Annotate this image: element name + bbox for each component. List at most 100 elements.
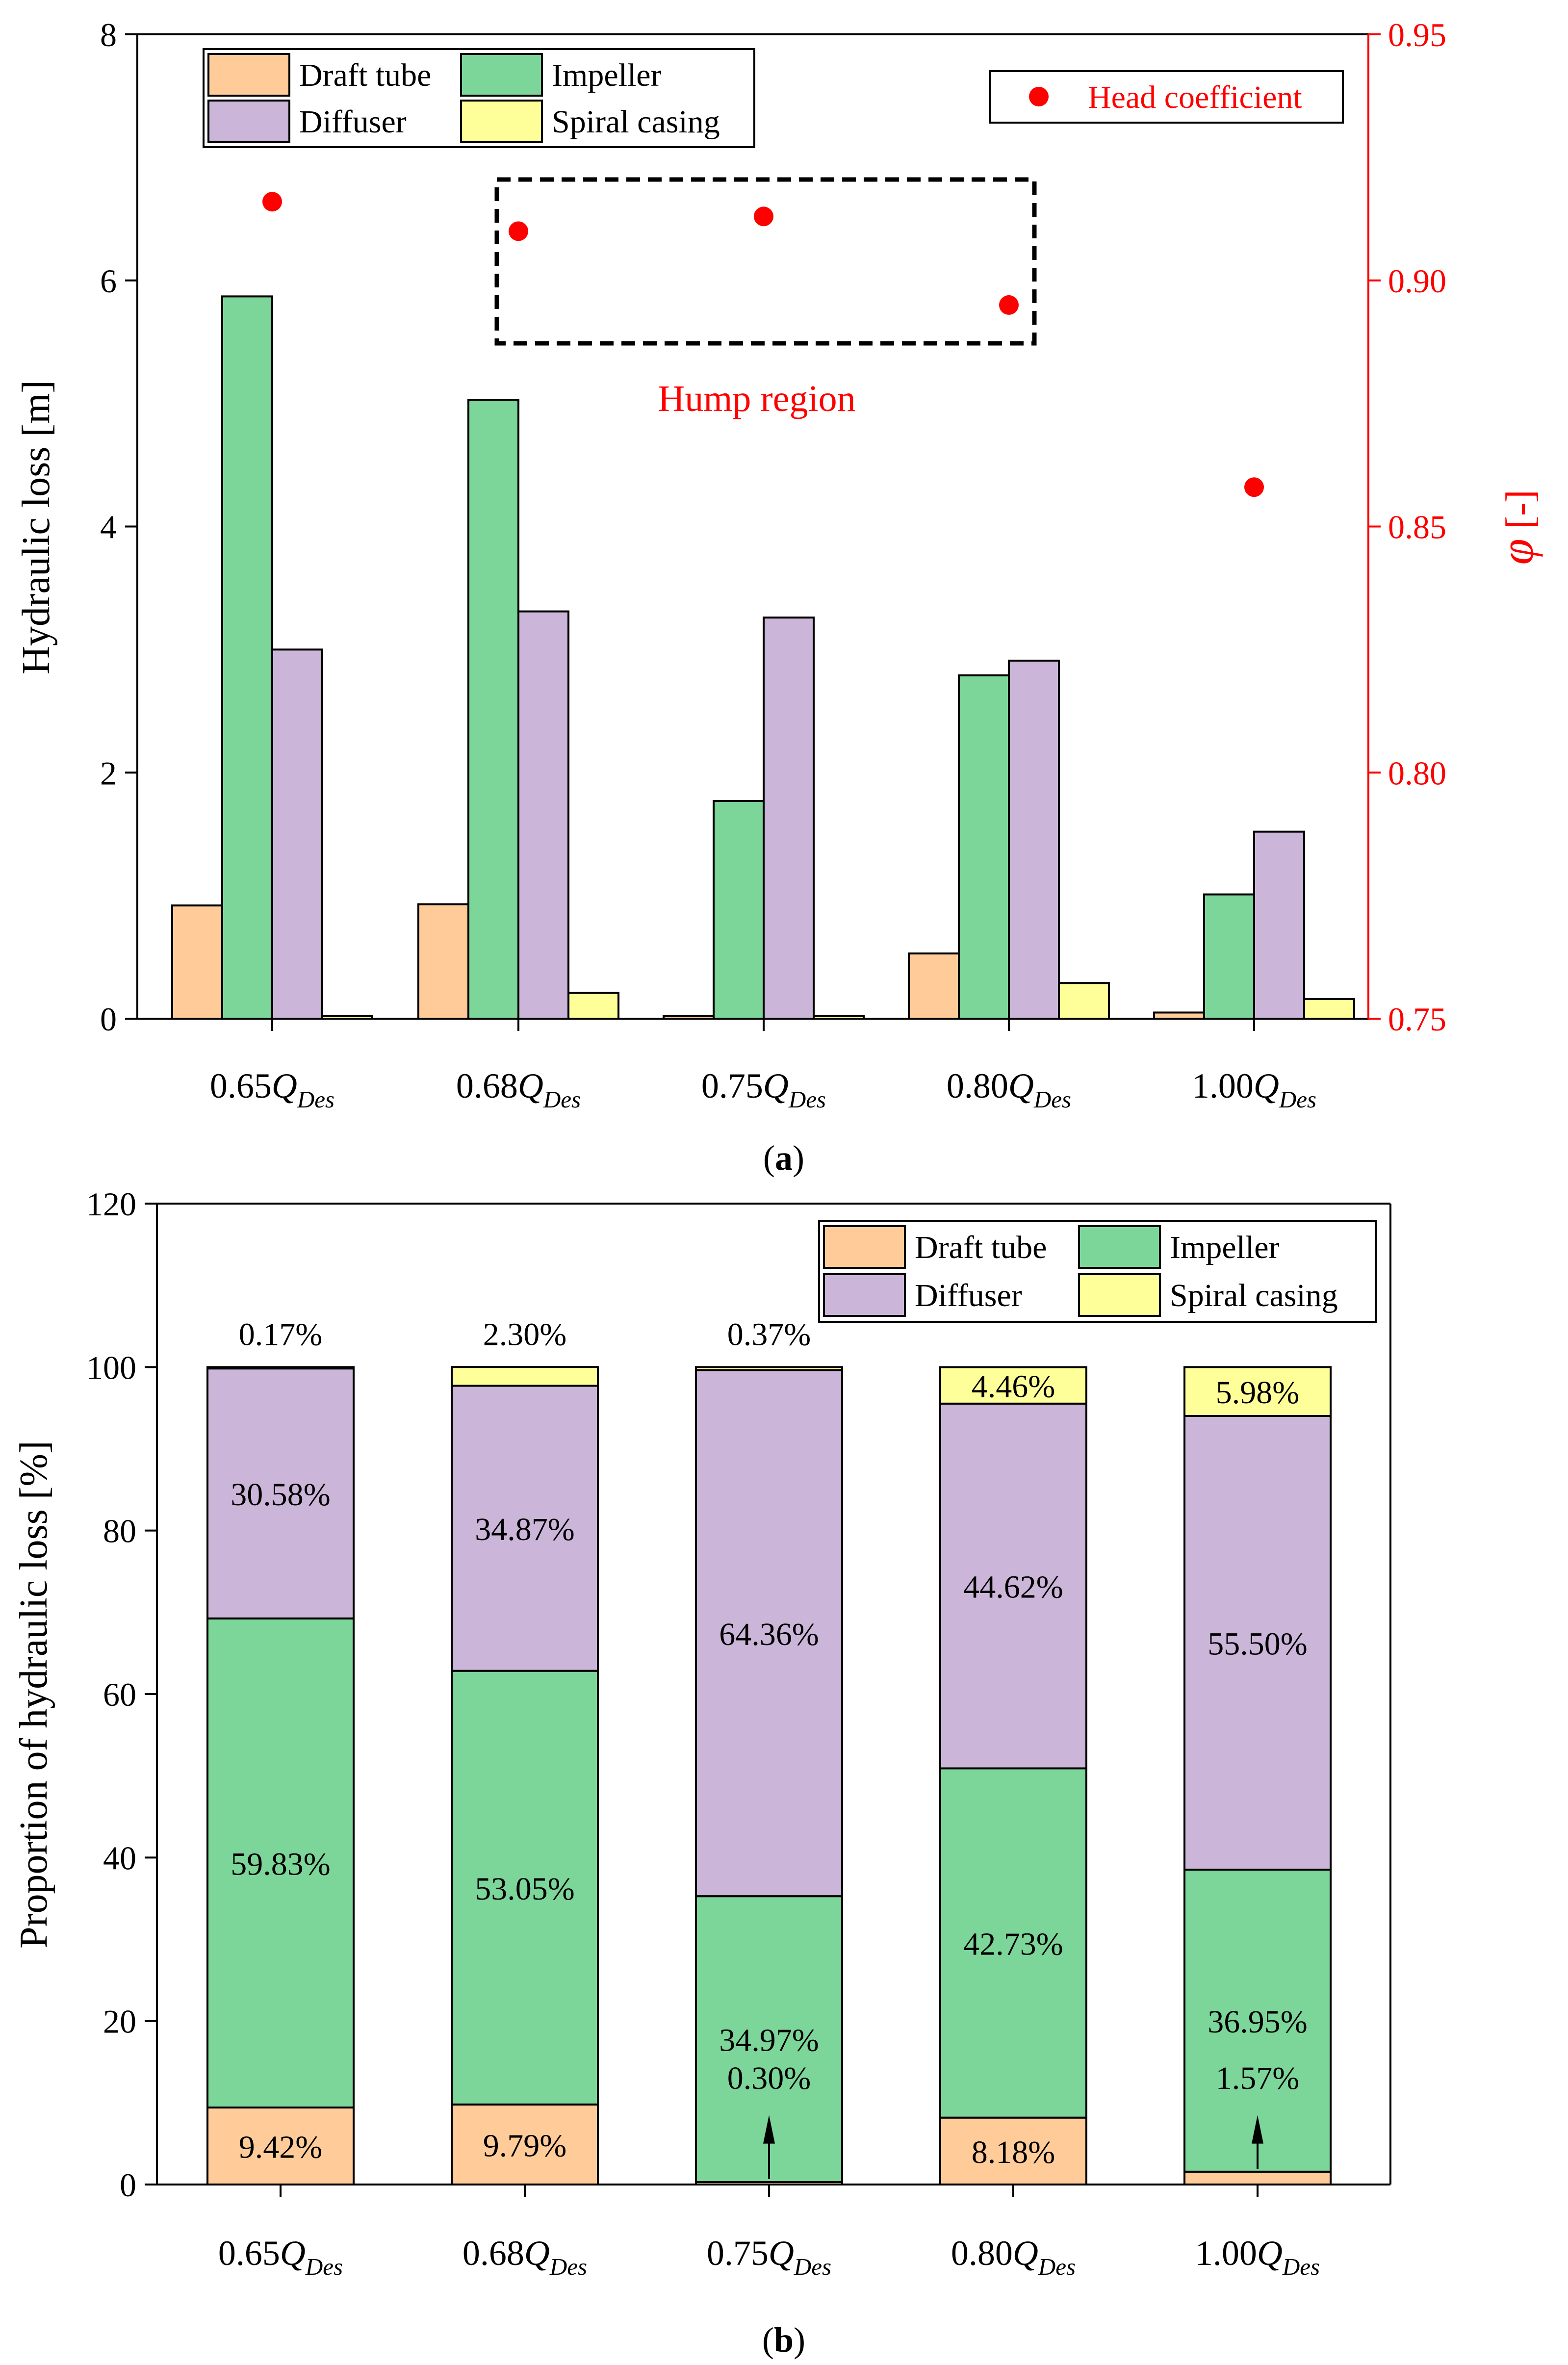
ytick-label-a-4: 8 [100, 16, 117, 53]
legend-b-swatch-spiral-casing [1078, 1273, 1161, 1317]
y2tick-label-a-4: 0.95 [1388, 16, 1446, 53]
bar-a-draft-tube-0 [171, 904, 223, 1020]
y2tick-label-a-2: 0.85 [1388, 509, 1446, 546]
ytick-label-b-1: 20 [103, 2003, 136, 2040]
bar-a-impeller-3 [958, 674, 1010, 1020]
ytick-label-a-3: 6 [100, 262, 117, 300]
bar-a-diffuser-4 [1253, 830, 1305, 1020]
xtick-label-b-0: 0.65QDes [218, 2234, 343, 2280]
legend-b-swatch-impeller [1078, 1225, 1161, 1269]
bar-a-draft-tube-1 [417, 903, 469, 1020]
bar-b-diffuser-0 [206, 1367, 355, 1620]
pointer-head-b-2 [763, 2115, 775, 2144]
legend-b-label-spiral-casing: Spiral casing [1170, 1278, 1338, 1313]
hump-region-label: Hump region [658, 378, 855, 419]
data-label-b-draft-tube-1: 9.79% [483, 2128, 566, 2163]
data-label-b-impeller-2: 34.97% [719, 2023, 819, 2058]
legend-a-label-spiral-casing: Spiral casing [552, 104, 720, 140]
pointer-head-b-4 [1252, 2115, 1263, 2144]
bar-b-diffuser-1 [451, 1385, 599, 1672]
ytick-label-b-3: 60 [103, 1676, 136, 1713]
bar-b-spiral-casing-2 [695, 1366, 843, 1371]
ytick-label-b-0: 0 [120, 2166, 136, 2204]
data-label-b-draft-tube-2: 0.30% [727, 2060, 811, 2096]
panel-label-a: (a) [763, 1138, 804, 1178]
legend-b-label-impeller: Impeller [1170, 1230, 1280, 1265]
legend-a-swatch-spiral-casing [460, 100, 543, 143]
panel-label-b: (b) [762, 2320, 805, 2360]
data-label-b-diffuser-1: 34.87% [475, 1512, 574, 1547]
ylabel-a: Hydraulic loss [m] [15, 380, 58, 674]
bar-b-draft-tube-0 [206, 2107, 355, 2185]
data-label-b-impeller-3: 42.73% [963, 1927, 1063, 1962]
ytick-label-a-1: 2 [100, 754, 117, 792]
legend-a-head [989, 70, 1344, 124]
legend-a-swatch-impeller [460, 53, 543, 97]
ytick-label-a-2: 4 [100, 509, 117, 546]
data-label-b-draft-tube-0: 9.42% [239, 2130, 322, 2165]
y2tick-label-a-0: 0.75 [1388, 1001, 1446, 1038]
data-label-b-impeller-0: 59.83% [231, 1846, 330, 1882]
bar-b-spiral-casing-1 [451, 1366, 599, 1387]
head-coefficient-point-2 [754, 206, 773, 227]
ytick-label-b-5: 100 [86, 1349, 136, 1386]
legend-b-label-draft-tube: Draft tube [915, 1230, 1047, 1265]
data-label-b-impeller-1: 53.05% [475, 1871, 574, 1907]
bar-b-diffuser-3 [939, 1402, 1087, 1770]
data-label-b-draft-tube-4: 1.57% [1216, 2060, 1299, 2096]
bar-b-spiral-casing-4 [1183, 1366, 1332, 1417]
legend-a-swatch-diffuser [207, 100, 290, 143]
ytick-label-b-6: 120 [86, 1185, 136, 1223]
xtick-label-b-3: 0.80QDes [951, 2234, 1076, 2280]
legend-a-label-diffuser: Diffuser [299, 104, 407, 140]
bar-b-spiral-casing-3 [939, 1366, 1087, 1405]
data-label-b-draft-tube-3: 8.18% [972, 2134, 1055, 2170]
bar-b-impeller-3 [939, 1767, 1087, 2119]
legend-b-swatch-diffuser [823, 1273, 906, 1317]
bar-a-impeller-2 [713, 799, 765, 1020]
bar-b-diffuser-4 [1183, 1415, 1332, 1871]
data-label-b-diffuser-2: 64.36% [719, 1617, 819, 1652]
xtick-label-b-1: 0.68QDes [463, 2234, 587, 2280]
ytick-label-b-4: 80 [103, 1513, 136, 1550]
xtick-label-a-3: 0.80QDes [947, 1066, 1071, 1113]
bar-a-draft-tube-3 [908, 952, 960, 1020]
ytick-label-a-0: 0 [100, 1001, 117, 1038]
bar-a-spiral-casing-1 [567, 992, 619, 1020]
data-label-b-impeller-4: 36.95% [1208, 2004, 1307, 2040]
bar-a-impeller-4 [1203, 893, 1255, 1020]
bar-a-diffuser-1 [517, 610, 569, 1020]
legend-a-label-impeller: Impeller [552, 57, 662, 93]
bar-b-diffuser-2 [695, 1369, 843, 1898]
bar-b-draft-tube-1 [451, 2103, 599, 2186]
bar-b-spiral-casing-0 [206, 1366, 355, 1370]
data-label-b-spiral-casing-0: 0.17% [239, 1316, 322, 1352]
hump-region-box [494, 177, 1037, 346]
head-coefficient-point-4 [1244, 477, 1264, 497]
xtick-label-a-4: 1.00QDes [1192, 1066, 1316, 1113]
head-coefficient-point-0 [262, 192, 282, 212]
legend-a-head-label: Head coefficient [1088, 79, 1302, 115]
bar-b-impeller-1 [451, 1670, 599, 2106]
bar-b-impeller-0 [206, 1617, 355, 2108]
head-coefficient-point-3 [999, 295, 1019, 315]
bar-b-draft-tube-3 [939, 2116, 1087, 2185]
ytick-label-b-2: 40 [103, 1839, 136, 1877]
data-label-b-diffuser-4: 55.50% [1208, 1626, 1307, 1662]
legend-a-head-marker [1029, 87, 1049, 106]
y2label-a: φ [-] [1491, 489, 1543, 565]
ylabel-b: Proportion of hydraulic loss [%] [12, 1440, 55, 1948]
legend-a-swatch-draft-tube [207, 53, 290, 97]
bar-b-draft-tube-4 [1183, 2170, 1332, 2186]
legend-a-label-draft-tube: Draft tube [299, 57, 431, 93]
data-label-b-spiral-casing-2: 0.37% [727, 1316, 811, 1352]
bar-a-spiral-casing-4 [1303, 998, 1355, 1020]
bar-a-diffuser-3 [1008, 659, 1060, 1020]
xtick-label-a-2: 0.75QDes [701, 1066, 826, 1113]
bar-a-diffuser-2 [763, 617, 815, 1020]
xtick-label-a-1: 0.68QDes [456, 1066, 581, 1113]
data-label-b-diffuser-3: 44.62% [963, 1569, 1063, 1605]
bar-a-impeller-1 [467, 399, 519, 1020]
legend-b-label-diffuser: Diffuser [915, 1278, 1022, 1313]
